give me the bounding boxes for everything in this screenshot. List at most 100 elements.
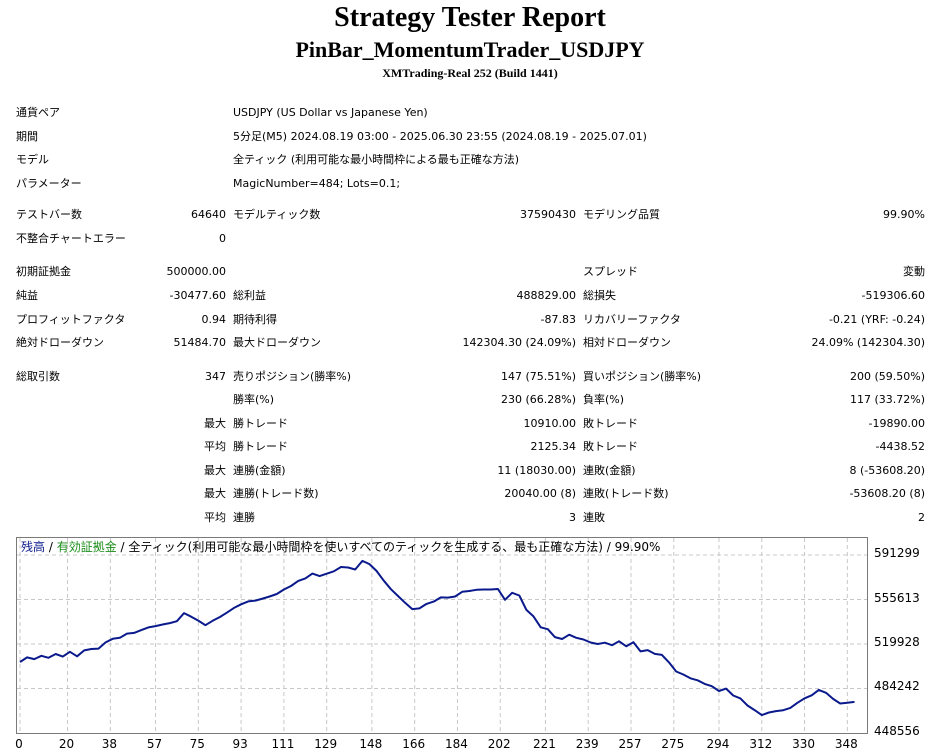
consec-losses-value: 8 (-53608.20): [849, 464, 925, 477]
gross-profit-label: 総利益: [233, 289, 266, 302]
x-tick-label: 312: [749, 737, 773, 751]
avg-win-label: 勝トレード: [233, 440, 288, 453]
x-tick-label: 330: [792, 737, 816, 751]
short-value: 147 (75.51%): [500, 370, 576, 383]
rel-dd-value: 24.09% (142304.30): [811, 336, 925, 349]
largest-win-label: 勝トレード: [233, 417, 288, 430]
x-tick-label: 257: [618, 737, 642, 751]
largest-prefix: 最大: [204, 417, 226, 430]
avg-loss-value: -4438.52: [875, 440, 925, 453]
average-prefix: 平均: [204, 440, 226, 453]
balance-chart-plot: [17, 538, 867, 733]
mismatch-label: 不整合チャートエラー: [16, 232, 126, 245]
loss-pct-label: 負率(%): [583, 393, 625, 406]
max-dd-label: 最大ドローダウン: [233, 336, 321, 349]
net-label: 純益: [16, 289, 38, 302]
short-label: 売りポジション(勝率%): [233, 370, 352, 383]
period-label: 期間: [16, 130, 38, 143]
y-tick-label: 448556: [874, 724, 920, 738]
balance-chart: [16, 537, 868, 734]
pair-value: USDJPY (US Dollar vs Japanese Yen): [233, 106, 428, 119]
avg-consec-losses-value: 2: [918, 511, 925, 524]
x-tick-label: 20: [58, 737, 75, 751]
largest-win-value: 10910.00: [523, 417, 577, 430]
avg-win-value: 2125.34: [530, 440, 577, 453]
avg-consec-losses-label: 連敗: [583, 511, 605, 524]
long-value: 200 (59.50%): [849, 370, 925, 383]
model-value: 全ティック (利用可能な最小時間枠による最も正確な方法): [233, 153, 520, 166]
recovery-value: -0.21 (YRF: -0.24): [828, 313, 925, 326]
chart-legend: 残高 / 有効証拠金 / 全ティック(利用可能な最小時間枠を使いすべてのティック…: [21, 540, 660, 554]
x-tick-label: 93: [232, 737, 248, 751]
x-tick-label: 0: [15, 737, 23, 751]
params-value: MagicNumber=484; Lots=0.1;: [233, 177, 401, 190]
expected-value: -87.83: [540, 313, 576, 326]
max-prefix-2: 最大: [204, 487, 226, 500]
loss-pct-value: 117 (33.72%): [849, 393, 925, 406]
largest-loss-value: -19890.00: [868, 417, 925, 430]
spread-label: スプレッド: [583, 265, 638, 278]
consec-wins-label: 連勝(金額): [233, 464, 286, 477]
x-tick-label: 239: [575, 737, 599, 751]
trades-value: 347: [205, 370, 226, 383]
params-label: パラメーター: [16, 177, 82, 190]
deposit-value: 500000.00: [166, 265, 227, 278]
trades-label: 総取引数: [16, 370, 60, 383]
gross-loss-label: 総損失: [583, 289, 616, 302]
consec-loss-value: -53608.20 (8): [849, 487, 925, 500]
pf-value: 0.94: [201, 313, 227, 326]
quality-value: 99.90%: [883, 208, 925, 221]
legend-separator: /: [45, 540, 57, 554]
avg-consec-wins-label: 連勝: [233, 511, 255, 524]
y-tick-label: 519928: [874, 634, 920, 649]
avg-consec-wins-value: 3: [569, 511, 576, 524]
consec-loss-label: 連敗(トレード数): [583, 487, 669, 500]
x-tick-label: 275: [661, 737, 685, 751]
avg-loss-label: 敗トレード: [583, 440, 638, 453]
x-tick-label: 75: [189, 737, 205, 751]
win-pct-label: 勝率(%): [233, 393, 275, 406]
gross-profit-value: 488829.00: [516, 289, 577, 302]
quality-label: モデリング品質: [583, 208, 660, 221]
long-label: 買いポジション(勝率%): [583, 370, 702, 383]
pf-label: プロフィットファクタ: [16, 313, 126, 326]
x-tick-label: 348: [834, 737, 858, 751]
max-prefix-1: 最大: [204, 464, 226, 477]
consec-profit-value: 20040.00 (8): [504, 487, 576, 500]
x-tick-label: 129: [314, 737, 338, 751]
ticks-label: モデルティック数: [233, 208, 321, 221]
bars-label: テストバー数: [16, 208, 82, 221]
legend-balance: 残高: [21, 540, 46, 554]
rel-dd-label: 相対ドローダウン: [583, 336, 671, 349]
y-tick-label: 591299: [874, 546, 920, 560]
x-tick-label: 57: [146, 737, 163, 751]
ticks-value: 37590430: [520, 208, 576, 221]
x-tick-label: 148: [359, 737, 383, 751]
x-tick-label: 184: [445, 737, 468, 751]
abs-dd-value: 51484.70: [173, 336, 227, 349]
report-title: Strategy Tester Report: [334, 2, 606, 33]
report-server: XMTrading-Real 252 (Build 1441): [382, 66, 558, 80]
consec-profit-label: 連勝(トレード数): [233, 487, 319, 500]
spread-value: 変動: [903, 265, 925, 278]
x-tick-label: 166: [402, 737, 426, 751]
net-value: -30477.60: [169, 289, 226, 302]
win-pct-value: 230 (66.28%): [500, 393, 576, 406]
abs-dd-label: 絶対ドローダウン: [16, 336, 104, 349]
mismatch-value: 0: [219, 232, 226, 245]
consec-losses-label: 連敗(金額): [583, 464, 636, 477]
expected-label: 期待利得: [233, 313, 277, 326]
x-tick-label: 202: [487, 737, 511, 751]
x-tick-label: 221: [532, 737, 556, 751]
avg-prefix-2: 平均: [204, 511, 226, 524]
max-dd-value: 142304.30 (24.09%): [462, 336, 576, 349]
report-subtitle: PinBar_MomentumTrader_USDJPY: [295, 37, 645, 62]
largest-loss-label: 敗トレード: [583, 417, 638, 430]
model-label: モデル: [16, 153, 49, 166]
gross-loss-value: -519306.60: [861, 289, 925, 302]
pair-label: 通貨ペア: [16, 106, 60, 119]
x-tick-label: 38: [101, 737, 117, 751]
x-tick-label: 294: [706, 737, 730, 751]
balance-series-line: [19, 559, 855, 717]
legend-description: / 全ティック(利用可能な最小時間枠を使いすべてのティックを生成する、最も正確な…: [116, 540, 661, 554]
